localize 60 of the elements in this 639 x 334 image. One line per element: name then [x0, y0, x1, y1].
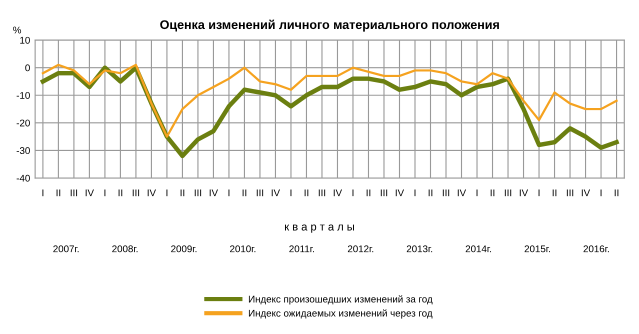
y-axis-title: %: [13, 26, 22, 34]
x-tick-label: III: [566, 189, 574, 196]
text: 2014г.: [466, 245, 492, 252]
x-tick-label: I: [104, 189, 106, 196]
x-tick-label: I: [42, 189, 44, 196]
text: 2008г.: [112, 245, 138, 252]
x-tick-label: I: [352, 189, 354, 196]
x-tick-label: II: [304, 189, 308, 196]
x-tick-label: II: [56, 189, 60, 196]
x-tick-label: III: [318, 189, 326, 196]
legend-label: Индекс ожидаемых изменений через год: [248, 309, 432, 319]
x-tick-label: II: [180, 189, 184, 196]
x-tick-label: IV: [272, 189, 280, 196]
x-tick-label: III: [70, 189, 78, 196]
y-tick-label: -10: [16, 92, 30, 99]
x-tick-label: II: [490, 189, 494, 196]
y-tick-label: -40: [16, 174, 30, 182]
x-tick-label: II: [242, 189, 246, 196]
text: 2007г.: [53, 245, 79, 252]
x-tick-label: IV: [520, 189, 528, 196]
x-tick-label: IV: [334, 189, 342, 196]
text: 2009г.: [171, 245, 196, 252]
text: 2016г.: [584, 245, 609, 252]
text: 2012г.: [348, 245, 374, 252]
x-tick-label: IV: [86, 189, 94, 196]
legend-label: Индекс произошедших изменений за год: [248, 295, 433, 304]
text: 2011г.: [289, 245, 314, 252]
x-tick-label: IV: [210, 189, 218, 196]
x-tick-label: III: [504, 189, 512, 196]
x-tick-label: I: [538, 189, 540, 196]
line-series: [42, 64, 618, 138]
x-tick-label: III: [256, 189, 264, 196]
x-tick-label: IV: [396, 189, 404, 196]
x-tick-label: I: [476, 189, 478, 196]
x-axis-title: к в а р т а л ы: [285, 224, 354, 233]
x-tick-label: II: [552, 189, 556, 196]
x-tick-label: III: [194, 189, 202, 196]
x-tick-label: II: [118, 189, 122, 196]
chart-title: Оценка изменений личного материального положения: [160, 20, 499, 32]
text: 2013г.: [406, 245, 432, 252]
x-tick-label: IV: [582, 189, 590, 196]
x-tick-label: III: [132, 189, 140, 196]
x-tick-label: IV: [458, 189, 466, 196]
x-tick-label: III: [380, 189, 388, 196]
x-tick-label: II: [614, 189, 618, 196]
y-tick-label: -20: [16, 120, 30, 126]
text: 2015г.: [524, 245, 550, 252]
x-tick-label: I: [414, 189, 416, 196]
x-tick-label: I: [228, 189, 230, 196]
x-tick-label: III: [442, 189, 450, 196]
x-tick-label: I: [600, 189, 602, 196]
y-tick-label: 10: [20, 36, 30, 44]
x-tick-label: II: [366, 189, 370, 196]
x-tick-label: IV: [148, 189, 156, 196]
x-tick-label: II: [428, 189, 432, 196]
x-tick-label: I: [166, 189, 168, 196]
text: 2010г.: [230, 245, 256, 252]
y-tick-label: 0: [25, 64, 30, 72]
y-tick-label: -30: [16, 147, 30, 154]
x-tick-label: I: [290, 189, 292, 196]
